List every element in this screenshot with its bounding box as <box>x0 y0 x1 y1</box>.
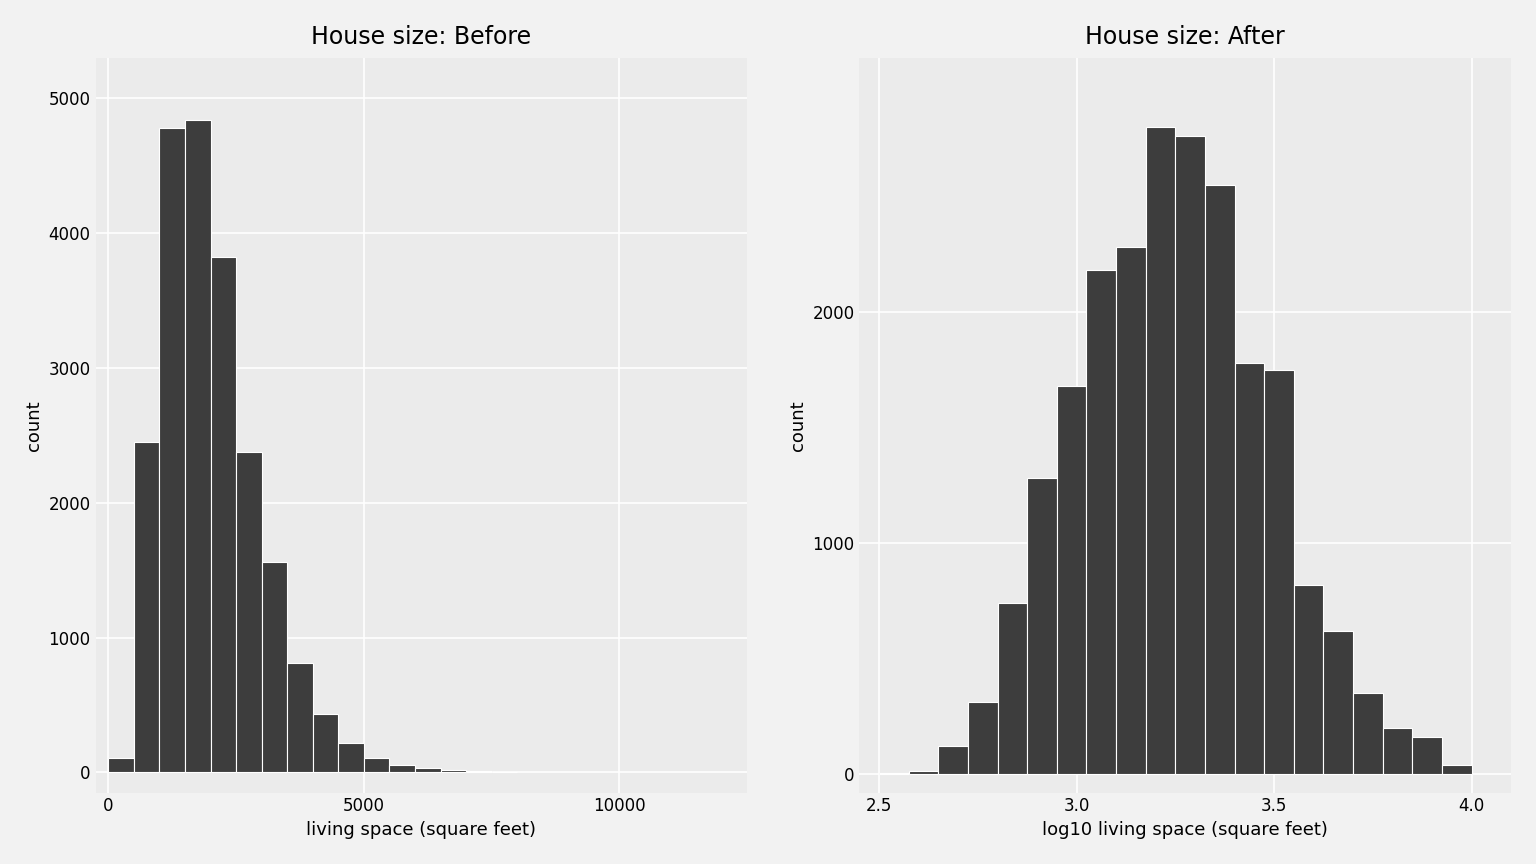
Bar <box>390 765 415 772</box>
Bar <box>160 128 184 772</box>
Bar <box>1028 479 1057 774</box>
Bar <box>1175 137 1204 774</box>
Bar <box>938 746 968 774</box>
Bar <box>237 452 261 772</box>
Bar <box>109 758 134 772</box>
Bar <box>1382 727 1412 774</box>
Bar <box>1235 363 1264 774</box>
Bar <box>1146 127 1175 774</box>
Bar <box>879 773 909 774</box>
Bar <box>261 562 287 772</box>
Bar <box>1264 370 1293 774</box>
Title: House size: Before: House size: Before <box>312 25 531 49</box>
Bar <box>287 664 313 772</box>
Bar <box>1442 765 1471 774</box>
Bar <box>1353 693 1382 774</box>
Bar <box>909 771 938 774</box>
X-axis label: log10 living space (square feet): log10 living space (square feet) <box>1043 821 1329 839</box>
Bar <box>1086 270 1117 774</box>
Bar <box>1057 386 1086 774</box>
Title: House size: After: House size: After <box>1086 25 1286 49</box>
Bar <box>1293 585 1324 774</box>
Bar <box>364 758 390 772</box>
Bar <box>1324 631 1353 774</box>
Bar <box>1117 247 1146 774</box>
Bar <box>338 743 364 772</box>
Bar <box>134 442 160 772</box>
Y-axis label: count: count <box>790 400 806 450</box>
Y-axis label: count: count <box>25 400 43 450</box>
Bar <box>313 715 338 772</box>
Bar <box>415 768 441 772</box>
Bar <box>184 120 210 772</box>
Bar <box>968 702 997 774</box>
X-axis label: living space (square feet): living space (square feet) <box>306 821 536 839</box>
Bar <box>441 770 465 772</box>
Bar <box>997 603 1028 774</box>
Bar <box>1412 737 1442 774</box>
Bar <box>210 257 237 772</box>
Bar <box>1204 185 1235 774</box>
